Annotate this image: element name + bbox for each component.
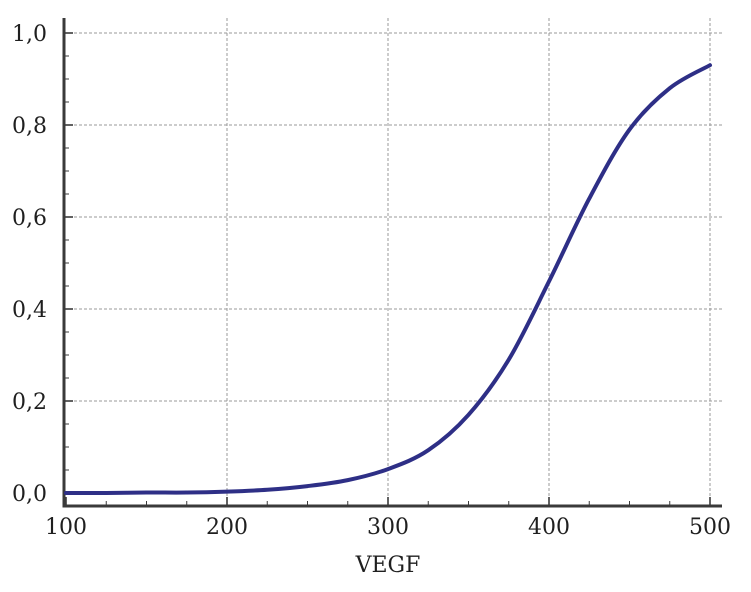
x-tick-label-4: 500 [689,515,731,540]
y-tick-label-0: 0,0 [12,482,47,507]
series [64,63,712,496]
x-tick-label-2: 300 [367,515,409,540]
y-tick-label-4: 0,8 [12,114,47,139]
axis-ticks [64,32,711,506]
y-tick-label-1: 0,2 [12,390,47,415]
grid-lines [64,18,722,506]
y-tick-label-5: 1,0 [12,22,47,47]
x-tick-label-0: 100 [45,515,87,540]
y-tick-label-3: 0,6 [12,206,47,231]
x-tick-label-1: 200 [206,515,248,540]
series-line-0 [64,63,712,496]
tick-labels: 100 200 300 400 500 0,0 0,2 0,4 0,6 0,8 1,0 [12,22,731,540]
y-tick-label-2: 0,4 [12,298,47,323]
x-tick-label-3: 400 [528,515,570,540]
x-axis-title: VEGF [355,553,421,578]
axes [62,18,722,508]
